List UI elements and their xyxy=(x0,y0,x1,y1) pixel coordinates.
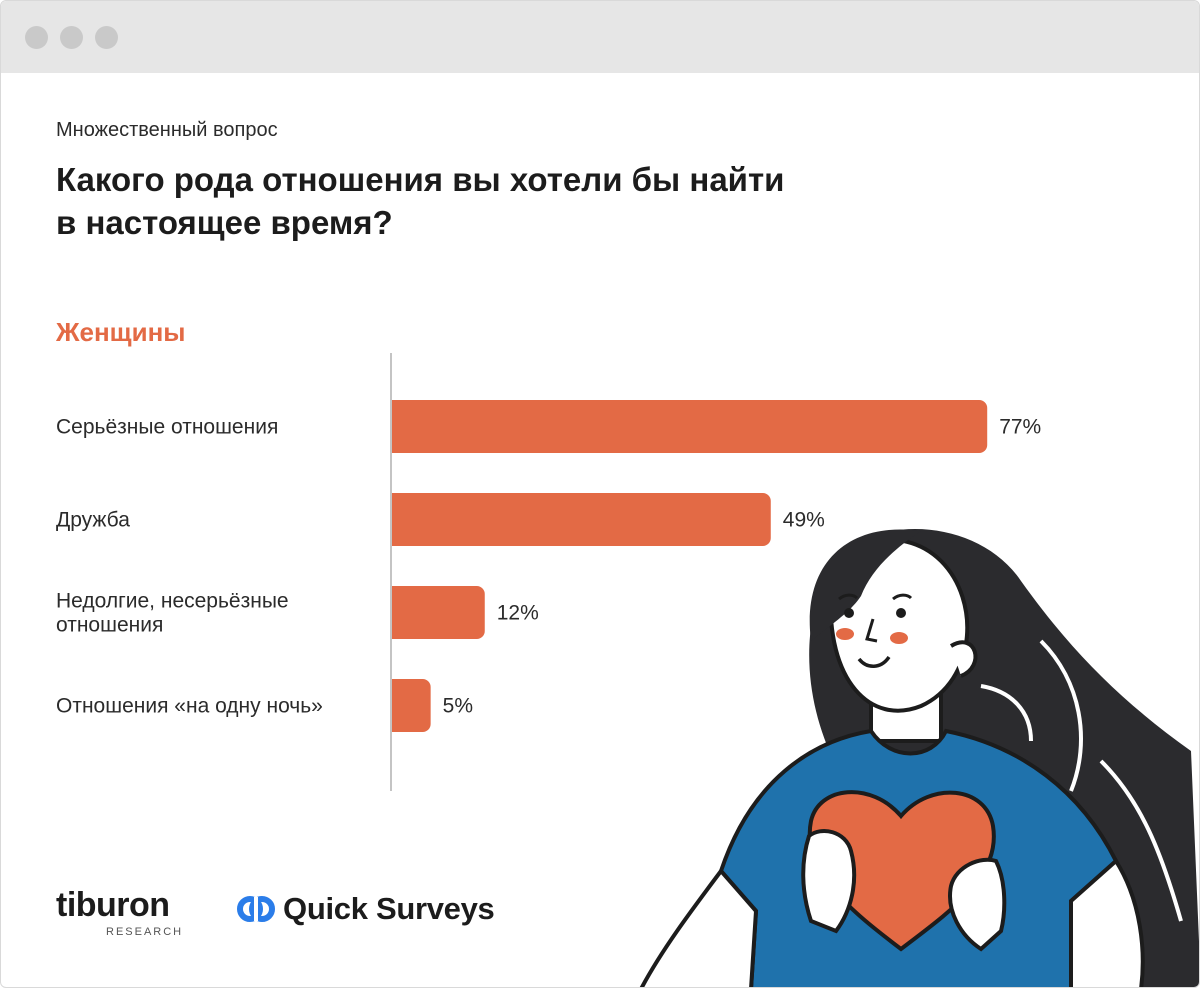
chart-category-label: отношения xyxy=(56,614,163,637)
chart-bar-base xyxy=(392,400,402,453)
chart-value-label: 77% xyxy=(999,416,1041,439)
chart-bar xyxy=(392,400,988,453)
chart-value-label: 49% xyxy=(783,509,825,532)
woman-holding-heart-illustration xyxy=(639,528,1199,987)
chart-category-label: Дружба xyxy=(56,509,130,532)
tiburon-logo-name: tiburon xyxy=(56,886,170,924)
quick-surveys-logo-name: Quick Surveys xyxy=(283,891,495,926)
chart-value-label: 5% xyxy=(443,695,473,718)
window-dot-icon[interactable] xyxy=(95,26,118,49)
group-label: Женщины xyxy=(56,317,186,347)
chart-category-label: Отношения «на одну ночь» xyxy=(56,695,323,718)
window-titlebar xyxy=(1,1,1199,73)
question-type: Множественный вопрос xyxy=(56,119,278,141)
chart-bar-base xyxy=(392,493,402,546)
title-line: Какого рода отношения вы хотели бы найти xyxy=(56,161,785,198)
tiburon-logo: tiburon RESEARCH xyxy=(56,886,181,938)
bars-layer: 77% Серьёзные отношения 49% Дружба 12% Недолг… xyxy=(56,353,1041,791)
chart-category-label: Недолгие, несерьёзные xyxy=(56,590,289,613)
title-line: в настоящее время? xyxy=(56,204,393,241)
chart-value-label: 12% xyxy=(497,602,539,625)
page-title: Какого рода отношения вы хотели бы найти… xyxy=(56,158,956,244)
chart-bar-base xyxy=(392,586,402,639)
chart-category-label: Серьёзные отношения xyxy=(56,416,278,439)
qs-logo-icon xyxy=(237,896,275,922)
window-dot-icon[interactable] xyxy=(60,26,83,49)
tiburon-logo-sub: RESEARCH xyxy=(106,926,184,938)
chart-bar-base xyxy=(392,679,402,732)
chart-bar xyxy=(392,493,771,546)
quick-surveys-logo: Quick Surveys xyxy=(237,891,495,927)
window-dot-icon[interactable] xyxy=(25,26,48,49)
chart-bar xyxy=(392,586,485,639)
